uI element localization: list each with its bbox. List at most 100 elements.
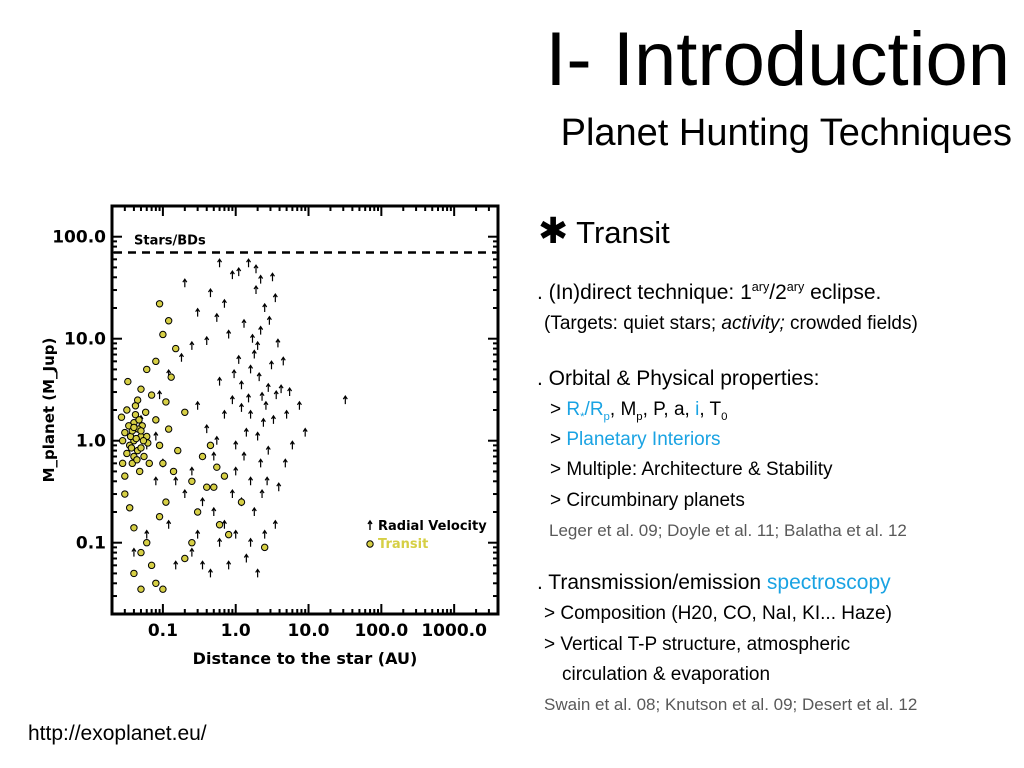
rv-point xyxy=(255,431,261,441)
transit-point xyxy=(206,441,215,450)
transit-point xyxy=(131,402,140,410)
transit-point xyxy=(132,434,140,443)
bullet-indirect-technique: . (In)direct technique: 1ary/2ary eclips… xyxy=(537,280,882,304)
transit-point xyxy=(137,548,145,557)
legend-rv-marker xyxy=(367,519,373,530)
y-tick-label: 0.1 xyxy=(76,534,106,554)
rv-point xyxy=(249,333,255,343)
rv-point xyxy=(157,390,163,400)
rv-point xyxy=(241,318,247,328)
rv-point xyxy=(243,427,249,437)
exoplanet-scatter-plot: 0.1 1.0 10.0 100.0 1000.0 100.0 10.0 1.0 0.1 Dist… xyxy=(40,196,520,686)
legend-rv-label: Radial Velocity xyxy=(378,519,487,534)
transit-point xyxy=(145,459,153,468)
slide-title: I- Introduction xyxy=(545,17,1010,102)
rv-point xyxy=(258,458,264,468)
rv-point xyxy=(264,476,270,486)
legend-transit-marker xyxy=(366,540,374,548)
transit-point xyxy=(152,357,160,366)
transit-point xyxy=(155,300,164,308)
transit-point xyxy=(159,330,167,339)
rv-point xyxy=(287,386,293,397)
transit-point xyxy=(169,467,178,476)
transit-point xyxy=(147,561,156,570)
rv-point xyxy=(289,440,295,450)
rv-point xyxy=(200,497,206,507)
transit-point xyxy=(130,423,138,432)
legend-transit-label: Transit xyxy=(378,537,428,552)
rv-point xyxy=(246,393,252,403)
rv-point xyxy=(189,547,195,557)
rv-point xyxy=(246,258,252,268)
transit-point xyxy=(133,456,141,464)
rv-point xyxy=(255,340,261,350)
source-link[interactable]: http://exoplanet.eu/ xyxy=(28,722,207,745)
transit-point xyxy=(155,441,164,450)
rv-point xyxy=(189,340,195,350)
rv-point xyxy=(204,335,210,345)
rv-point xyxy=(178,352,184,362)
rv-point xyxy=(262,302,268,312)
rv-point xyxy=(229,488,235,499)
transit-point xyxy=(137,385,145,393)
transit-point xyxy=(188,477,196,485)
rv-point xyxy=(253,284,259,295)
rv-point xyxy=(248,364,254,374)
x-tick-label: 1.0 xyxy=(221,621,251,641)
transit-point xyxy=(172,344,180,353)
y-tick-label: 1.0 xyxy=(76,432,106,452)
transit-point xyxy=(210,483,218,491)
rv-point xyxy=(153,431,159,441)
transit-point xyxy=(220,472,229,480)
x-tick-label: 100.0 xyxy=(354,621,408,641)
transit-point xyxy=(159,459,167,468)
rv-point xyxy=(282,458,288,468)
bullet-circulation: circulation & evaporation xyxy=(562,664,771,685)
rv-point xyxy=(211,451,217,461)
rv-point xyxy=(173,476,179,486)
transit-point xyxy=(137,444,145,452)
rv-point xyxy=(144,529,150,539)
rv-point xyxy=(275,338,281,348)
transit-point xyxy=(147,391,156,399)
transit-point xyxy=(141,408,150,416)
transit-point xyxy=(121,490,129,498)
rv-point xyxy=(238,380,244,390)
rv-point xyxy=(256,372,262,382)
rv-point xyxy=(182,488,188,499)
transit-point xyxy=(198,452,207,461)
transit-point xyxy=(260,543,269,552)
transit-point xyxy=(117,413,126,421)
transit-point xyxy=(127,444,136,452)
rv-point xyxy=(153,476,159,486)
rv-point xyxy=(217,258,223,268)
transit-point xyxy=(181,408,189,416)
transit-point xyxy=(152,416,160,424)
transit-point xyxy=(125,504,134,512)
x-tick-label: 0.1 xyxy=(148,621,178,641)
rv-point xyxy=(231,368,237,379)
transit-point xyxy=(237,498,246,506)
y-tick-label: 10.0 xyxy=(64,330,106,350)
rv-point xyxy=(211,506,217,516)
transit-point xyxy=(215,521,224,529)
rv-point xyxy=(226,329,232,339)
rv-point xyxy=(259,488,265,499)
transit-point xyxy=(164,317,173,325)
rv-point xyxy=(166,519,172,529)
rv-point xyxy=(248,409,254,419)
rv-point xyxy=(251,506,257,516)
rv-point xyxy=(262,529,268,539)
rv-point xyxy=(204,424,210,434)
rv-point xyxy=(207,568,213,578)
rv-point xyxy=(238,402,244,412)
rv-point xyxy=(243,553,249,563)
rv-point xyxy=(296,400,302,410)
transit-point xyxy=(123,406,131,414)
rv-point xyxy=(255,568,261,578)
transit-point xyxy=(130,524,138,532)
rv-point xyxy=(200,560,206,570)
transit-point xyxy=(139,437,148,445)
rv-point xyxy=(241,451,247,461)
rv-point xyxy=(229,395,235,405)
